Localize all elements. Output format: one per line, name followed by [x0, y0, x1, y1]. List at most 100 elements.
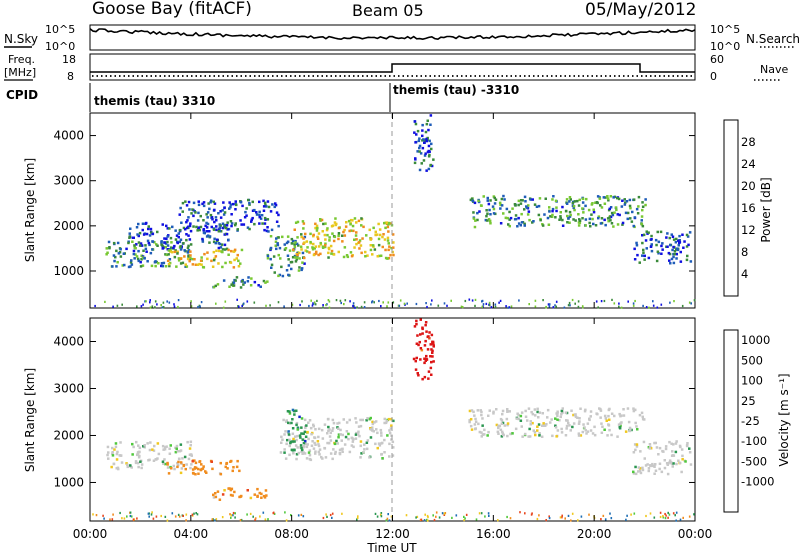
range-cell	[387, 513, 389, 516]
range-cell	[116, 261, 119, 264]
range-cell	[358, 247, 361, 250]
range-cell	[185, 463, 188, 466]
range-cell	[302, 432, 305, 435]
range-cell	[314, 443, 317, 446]
range-cell	[147, 227, 150, 231]
range-cell	[360, 217, 363, 220]
range-cell	[274, 240, 278, 243]
range-cell	[297, 244, 300, 247]
range-cell	[277, 213, 280, 217]
colorbar-tick-label: 25	[741, 394, 756, 408]
range-cell	[360, 452, 363, 455]
range-cell	[391, 250, 394, 254]
range-cell	[636, 253, 639, 257]
range-cell	[689, 463, 693, 466]
range-cell	[622, 408, 625, 411]
range-cell	[217, 262, 220, 265]
range-cell	[230, 487, 234, 491]
range-cell	[693, 513, 695, 516]
range-cell	[687, 243, 690, 247]
range-cell	[296, 446, 299, 449]
range-cell	[641, 224, 645, 228]
range-cell	[437, 304, 440, 307]
range-cell	[262, 199, 265, 203]
range-cell	[337, 232, 341, 235]
range-cell	[190, 212, 193, 215]
range-cell	[169, 236, 173, 240]
range-cell	[231, 469, 234, 473]
range-cell	[374, 512, 377, 515]
range-cell	[191, 513, 194, 516]
range-cell	[285, 442, 288, 446]
range-cell	[416, 515, 419, 518]
range-cell	[299, 245, 303, 248]
range-cell	[446, 304, 448, 307]
range-cell	[430, 303, 432, 306]
range-cell	[136, 233, 139, 236]
range-cell	[197, 211, 200, 215]
range-cell	[312, 447, 316, 450]
range-cell	[167, 472, 171, 475]
range-cell	[140, 244, 144, 247]
range-cell	[160, 262, 164, 265]
range-cell	[262, 209, 266, 212]
range-cell	[222, 306, 225, 309]
range-cell	[635, 241, 638, 245]
range-cell	[146, 260, 149, 263]
range-cell	[474, 298, 477, 301]
range-cell	[206, 251, 209, 254]
range-cell	[301, 300, 303, 303]
range-cell	[617, 197, 621, 201]
range-cell	[203, 252, 206, 256]
range-cell	[567, 421, 570, 425]
range-cell	[592, 210, 596, 214]
range-cell	[497, 519, 499, 522]
range-cell	[380, 515, 383, 518]
range-cell	[531, 412, 535, 416]
range-cell	[298, 415, 301, 419]
range-cell	[486, 199, 489, 202]
range-cell	[249, 512, 252, 515]
range-cell	[225, 232, 229, 236]
range-cell	[664, 517, 667, 520]
range-cell	[579, 407, 582, 410]
range-cell	[642, 304, 644, 307]
range-cell	[441, 512, 444, 515]
range-cell	[273, 205, 276, 209]
range-cell	[173, 305, 176, 308]
range-cell	[307, 437, 310, 441]
range-cell	[164, 265, 168, 268]
range-cell	[106, 445, 110, 449]
range-cell	[592, 222, 595, 226]
range-cell	[386, 236, 390, 240]
range-cell	[487, 512, 490, 515]
range-cell	[182, 226, 186, 230]
range-cell	[223, 211, 227, 214]
range-cell	[168, 258, 172, 261]
range-cell	[189, 440, 193, 443]
range-cell	[385, 519, 388, 522]
range-cell	[474, 219, 477, 222]
range-cell	[166, 461, 169, 465]
range-cell	[312, 303, 315, 306]
colorbar-frame	[723, 329, 739, 513]
range-cell	[559, 211, 562, 214]
range-cell	[672, 255, 675, 259]
range-cell	[218, 242, 222, 246]
range-cell	[632, 304, 635, 307]
range-cell	[192, 214, 195, 218]
range-cell	[147, 241, 151, 245]
range-cell	[415, 342, 419, 345]
range-cell	[247, 198, 250, 202]
range-cell	[300, 417, 304, 420]
range-cell	[132, 252, 136, 256]
range-cell	[136, 461, 140, 465]
range-cell	[153, 444, 156, 448]
range-cell	[621, 221, 625, 225]
range-cell	[663, 459, 666, 462]
range-cell	[303, 452, 307, 455]
range-cell	[358, 239, 362, 242]
range-cell	[143, 257, 146, 260]
range-cell	[144, 247, 148, 251]
